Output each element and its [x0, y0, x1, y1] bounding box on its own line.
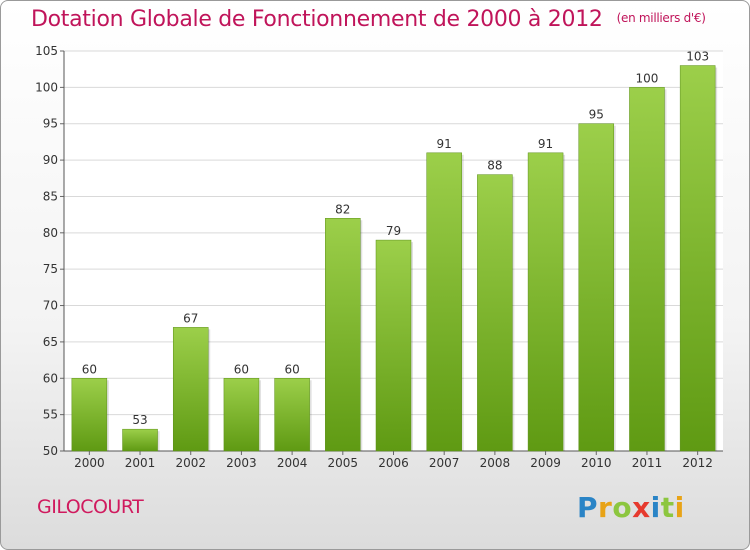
x-tick-label: 2007	[429, 456, 460, 470]
bar-value-label: 103	[686, 50, 709, 64]
bar-value-label: 79	[386, 224, 401, 238]
y-tick-label: 70	[43, 299, 58, 313]
bar	[71, 378, 108, 452]
x-tick-label: 2012	[682, 456, 713, 470]
x-tick-label: 2011	[632, 456, 663, 470]
bar	[122, 428, 158, 452]
y-tick-label: 105	[35, 44, 58, 58]
logo-letter: o	[612, 491, 633, 524]
bar	[325, 218, 361, 452]
chart-subtitle: (en milliers d'€)	[616, 11, 706, 25]
commune-name: GILOCOURT	[37, 496, 144, 518]
y-tick-label: 55	[43, 408, 58, 422]
bar-value-label: 60	[82, 362, 97, 376]
bar	[527, 152, 564, 452]
x-tick-label: 2003	[226, 456, 257, 470]
bar	[679, 65, 716, 452]
bar-value-label: 91	[437, 137, 452, 151]
bar-value-label: 67	[183, 311, 198, 325]
proxiti-logo: Proxiti	[577, 491, 685, 524]
bar	[223, 378, 260, 452]
y-tick-label: 90	[43, 153, 58, 167]
x-tick-label: 2008	[480, 456, 511, 470]
y-tick-label: 95	[43, 117, 58, 131]
bar-value-label: 60	[284, 362, 299, 376]
bar	[274, 378, 310, 452]
bar-value-label: 60	[234, 362, 249, 376]
bar-value-label: 100	[636, 71, 659, 85]
x-tick-label: 2006	[378, 456, 409, 470]
x-tick-label: 2002	[175, 456, 206, 470]
y-tick-label: 60	[43, 371, 58, 385]
bar	[375, 239, 412, 452]
logo-letter: P	[577, 491, 599, 524]
logo-letter: x	[632, 491, 651, 524]
chart-title: Dotation Globale de Fonctionnement de 20…	[31, 7, 706, 32]
logo-letter: i	[650, 491, 661, 524]
x-tick-label: 2001	[125, 456, 156, 470]
chart-title-text: Dotation Globale de Fonctionnement de 20…	[31, 7, 603, 32]
bar-value-label: 95	[589, 108, 604, 122]
bar-value-label: 53	[132, 413, 147, 427]
y-tick-label: 85	[43, 189, 58, 203]
bar-value-label: 88	[487, 159, 502, 173]
y-tick-label: 75	[43, 262, 58, 276]
bar	[629, 87, 665, 452]
bar	[426, 152, 462, 452]
y-tick-label: 65	[43, 335, 58, 349]
bar	[477, 174, 513, 452]
bar	[578, 123, 615, 452]
y-tick-label: 100	[35, 80, 58, 94]
logo-letter: i	[674, 491, 685, 524]
y-tick-label: 80	[43, 226, 58, 240]
bar-value-label: 91	[538, 137, 553, 151]
y-tick-label: 50	[43, 444, 58, 458]
x-tick-label: 2004	[277, 456, 308, 470]
bar-value-label: 82	[335, 202, 350, 216]
bar	[172, 327, 209, 452]
logo-letter: t	[660, 491, 675, 524]
logo-letter: r	[598, 491, 613, 524]
x-tick-label: 2000	[74, 456, 105, 470]
x-tick-label: 2010	[581, 456, 612, 470]
x-tick-label: 2005	[328, 456, 359, 470]
x-tick-label: 2009	[530, 456, 561, 470]
